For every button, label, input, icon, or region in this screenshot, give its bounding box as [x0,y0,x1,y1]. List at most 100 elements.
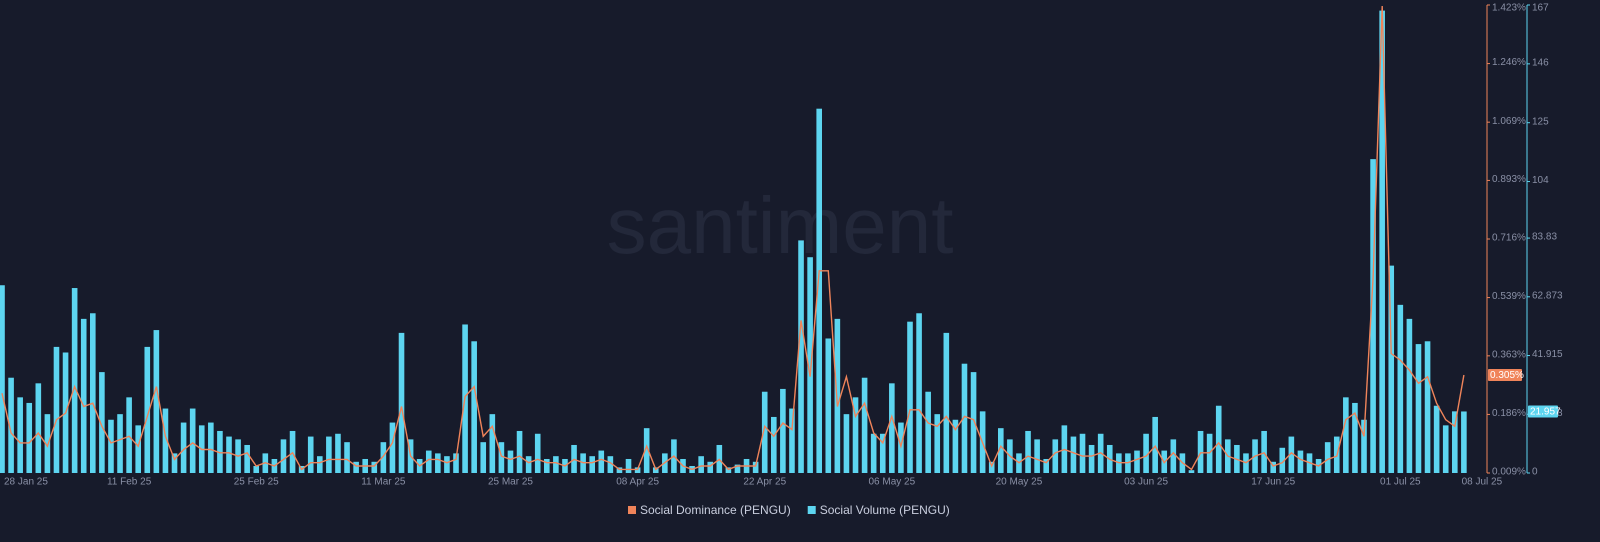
y2-tick-label: 0.363% [1492,349,1526,360]
bar [144,346,151,473]
bar [707,461,714,473]
bar [126,397,132,473]
bar [26,402,33,473]
y2-tick-label: 1.246% [1492,57,1526,68]
bar [208,422,214,473]
x-tick-label: 01 Jul 25 [1380,477,1421,488]
bar [8,377,14,473]
bar [344,442,350,473]
current-value-label: 0.305% [1490,370,1524,381]
bar [1415,344,1422,473]
bar [952,419,959,473]
y-tick-label: 146 [1532,57,1549,68]
bar [1388,265,1395,473]
x-tick-label: 22 Apr 25 [743,477,786,488]
bar [1379,10,1385,473]
legend-label: Social Dominance (PENGU) [640,503,791,517]
bar [117,414,123,473]
bar [998,428,1004,473]
bar [253,465,260,473]
bar [90,313,96,473]
current-value-label: 21.957 [1530,407,1561,418]
bar [307,436,314,473]
bar [1188,470,1195,473]
bar [907,321,913,473]
bar [771,416,777,473]
y2-tick-label: 1.069% [1492,116,1526,127]
bar [852,397,859,473]
bar [1170,439,1177,473]
watermark: santiment [607,181,954,270]
y-tick-label: 41.915 [1532,349,1563,360]
bar [807,257,813,473]
bar [1261,430,1267,473]
bar [398,332,405,473]
bar [1452,411,1458,473]
bar [761,391,768,473]
bar [1070,436,1077,473]
legend-swatch [807,506,816,514]
bar [1343,397,1349,473]
bar [870,433,877,473]
bar [816,108,822,473]
x-tick-label: 08 Jul 25 [1462,477,1503,488]
bar [1215,405,1222,473]
x-tick-label: 06 May 25 [868,477,915,488]
bar [889,383,895,473]
bar [1324,442,1331,473]
bar [643,428,650,473]
bar [598,450,605,473]
bar [616,467,623,473]
current-value-box [1528,405,1558,418]
y2-tick-label: 0.186% [1492,408,1526,419]
bar [353,461,359,473]
bar [1288,436,1295,473]
bar [916,313,922,473]
y2-tick-label: 1.423% [1492,3,1526,14]
bar [534,433,541,473]
bar [1433,405,1440,473]
x-tick-label: 08 Apr 25 [616,477,659,488]
bar [217,430,223,473]
bar [380,442,387,473]
bar [553,456,559,473]
bar [825,338,832,473]
bar [789,408,795,473]
bar [780,388,786,473]
bar [943,332,950,473]
current-value-box [1488,369,1522,382]
bar [861,377,868,473]
bar [1025,430,1031,473]
bar [280,439,287,473]
y-tick-label: 0 [1532,467,1538,478]
x-tick-label: 03 Jun 25 [1124,477,1168,488]
bar [1088,444,1095,473]
bar [453,453,459,473]
bar [1461,411,1467,473]
bar [1043,458,1049,473]
y-tick-label: 167 [1532,3,1549,14]
bar [1034,439,1040,473]
bar [80,318,87,473]
y-tick-label: 104 [1532,175,1549,186]
y2-tick-label: 0.539% [1492,291,1526,302]
bar [489,414,496,473]
x-tick-label: 28 Jan 25 [4,477,48,488]
bar [171,453,178,473]
bar [752,461,759,473]
bar [0,285,5,473]
y-tick-label: 83.83 [1532,232,1557,243]
bar [516,430,523,473]
y-tick-label: 125 [1532,116,1549,127]
bar [226,436,232,473]
bar [53,346,60,473]
bar [389,422,396,473]
bar [1361,419,1367,473]
bar [1442,425,1449,473]
x-tick-label: 25 Feb 25 [234,477,279,488]
bar [135,425,141,473]
bar [1297,450,1304,473]
bar [725,467,732,473]
bar [1370,159,1376,474]
bar [1143,433,1149,473]
